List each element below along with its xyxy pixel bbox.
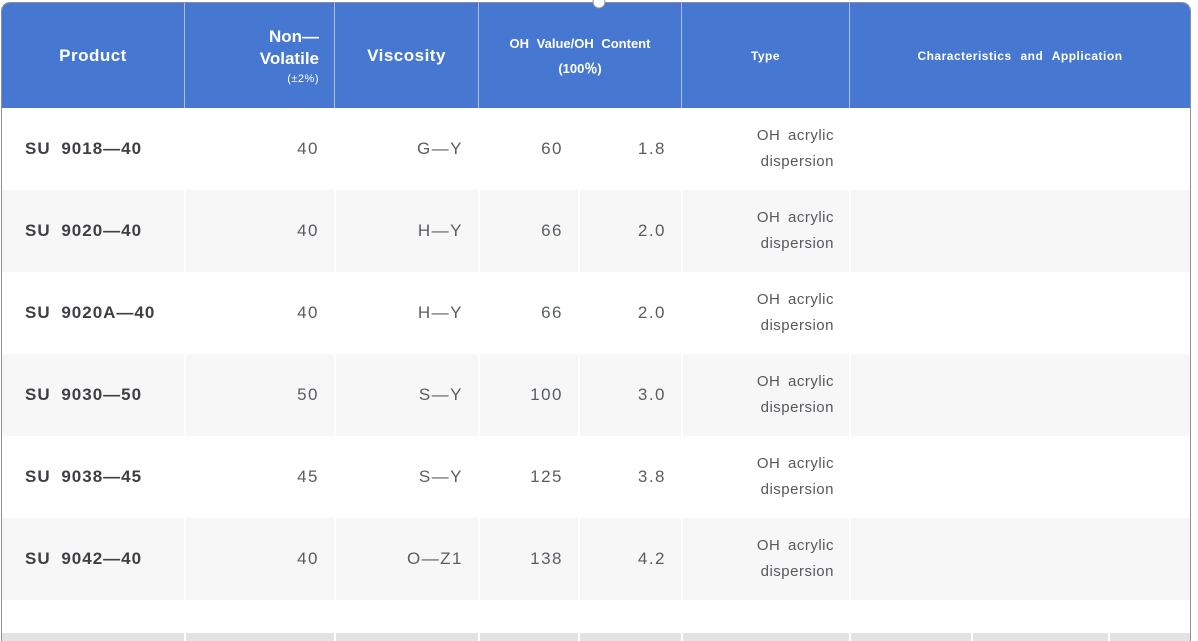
header-oh-line2: (100％) (558, 60, 602, 76)
cell-type: OH acrylic dispersion (681, 518, 849, 600)
cell-product: SU 9038—45 (25, 467, 143, 486)
cell-type: OH acrylic dispersion (681, 272, 849, 354)
cell-characteristics (849, 518, 1190, 600)
table-row: SU 9018—40 40 G—Y 60 1.8 OH acrylic disp… (2, 108, 1190, 190)
next-table-segment (849, 633, 971, 641)
table-header-row: Product Non— Volatile (±2%) Viscosity OH… (2, 3, 1190, 108)
table-body: SU 9018—40 40 G—Y 60 1.8 OH acrylic disp… (2, 108, 1190, 600)
header-non-volatile-tolerance: (±2%) (287, 73, 319, 85)
cell-non-volatile: 45 (184, 436, 334, 518)
cell-product: SU 9030—50 (25, 385, 143, 404)
cell-oh-content: 2.0 (578, 190, 681, 272)
cell-non-volatile: 40 (184, 190, 334, 272)
cell-characteristics (849, 108, 1190, 190)
header-cell-viscosity: Viscosity (334, 3, 478, 108)
cell-oh-content: 3.0 (578, 354, 681, 436)
cell-characteristics (849, 190, 1190, 272)
cell-non-volatile: 40 (184, 272, 334, 354)
cell-oh-content: 1.8 (578, 108, 681, 190)
cell-oh-content: 3.8 (578, 436, 681, 518)
cell-viscosity: H—Y (334, 272, 478, 354)
cell-oh-content: 2.0 (578, 272, 681, 354)
cell-product: SU 9020—40 (25, 221, 143, 240)
header-cell-type: Type (681, 3, 849, 108)
cell-oh-value: 66 (478, 190, 578, 272)
table-row: SU 9042—40 40 O—Z1 138 4.2 OH acrylic di… (2, 518, 1190, 600)
cell-characteristics (849, 272, 1190, 354)
next-table-segment (334, 633, 478, 641)
cell-viscosity: O—Z1 (334, 518, 478, 600)
cell-non-volatile: 40 (184, 108, 334, 190)
header-cell-characteristics: Characteristics and Application (849, 3, 1190, 108)
header-non-volatile-line2: Volatile (259, 49, 319, 68)
cell-non-volatile: 50 (184, 354, 334, 436)
cell-viscosity: G—Y (334, 108, 478, 190)
cell-product: SU 9020A—40 (25, 303, 156, 322)
next-table-top-strip (2, 633, 1190, 641)
resize-handle[interactable] (592, 0, 606, 9)
next-table-segment (681, 633, 849, 641)
cell-type: OH acrylic dispersion (681, 436, 849, 518)
header-non-volatile-line1: Non— (268, 27, 319, 46)
header-cell-oh-value: OH Value/OH Content (100％) (478, 3, 681, 108)
cell-viscosity: H—Y (334, 190, 478, 272)
cell-oh-value: 100 (478, 354, 578, 436)
table-row: SU 9030—50 50 S—Y 100 3.0 OH acrylic dis… (2, 354, 1190, 436)
cell-oh-value: 125 (478, 436, 578, 518)
next-table-segment (971, 633, 1108, 641)
next-table-segment (2, 633, 184, 641)
table-row: SU 9038—45 45 S—Y 125 3.8 OH acrylic dis… (2, 436, 1190, 518)
cell-viscosity: S—Y (334, 436, 478, 518)
next-table-segment (478, 633, 578, 641)
cell-oh-content: 4.2 (578, 518, 681, 600)
next-table-segment (578, 633, 681, 641)
next-table-segment (184, 633, 334, 641)
table-row: SU 9020—40 40 H—Y 66 2.0 OH acrylic disp… (2, 190, 1190, 272)
cell-type: OH acrylic dispersion (681, 108, 849, 190)
header-cell-non-volatile: Non— Volatile (±2%) (184, 3, 334, 108)
header-cell-product: Product (59, 45, 127, 65)
header-oh-line1: OH Value/OH Content (509, 35, 651, 51)
cell-product: SU 9018—40 (25, 139, 143, 158)
cell-type: OH acrylic dispersion (681, 190, 849, 272)
cell-oh-value: 138 (478, 518, 578, 600)
cell-oh-value: 60 (478, 108, 578, 190)
cell-type: OH acrylic dispersion (681, 354, 849, 436)
cell-characteristics (849, 354, 1190, 436)
next-table-segment (1108, 633, 1190, 641)
cell-viscosity: S—Y (334, 354, 478, 436)
cell-non-volatile: 40 (184, 518, 334, 600)
table-row: SU 9020A—40 40 H—Y 66 2.0 OH acrylic dis… (2, 272, 1190, 354)
cell-characteristics (849, 436, 1190, 518)
empty-partial-row (2, 600, 1190, 633)
cell-product: SU 9042—40 (25, 549, 143, 568)
cell-oh-value: 66 (478, 272, 578, 354)
